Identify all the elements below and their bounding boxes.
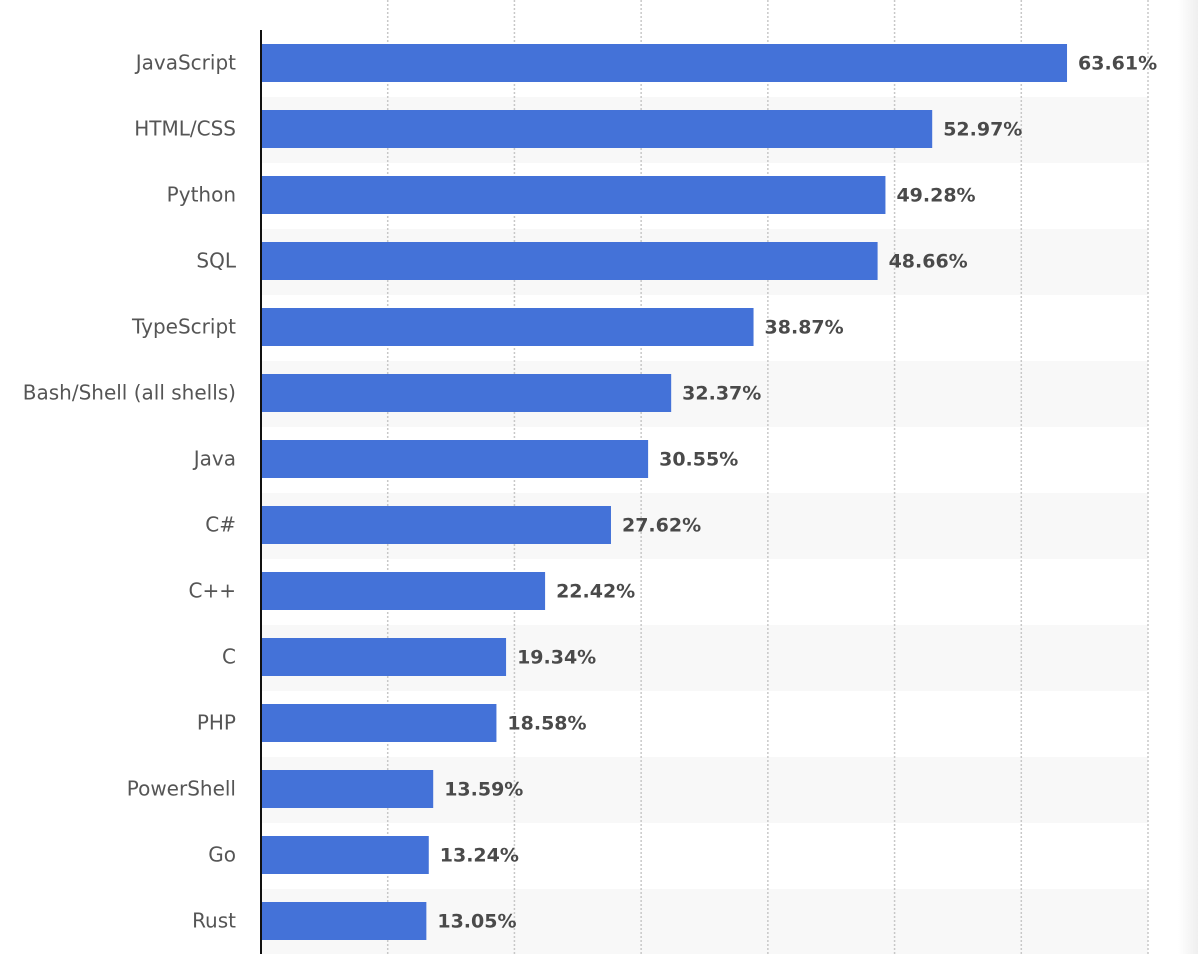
data-label: 32.37% bbox=[682, 383, 761, 405]
bar bbox=[261, 374, 672, 412]
category-label: C++ bbox=[189, 579, 236, 603]
bar bbox=[261, 902, 427, 940]
data-label: 19.34% bbox=[517, 647, 596, 669]
bar bbox=[261, 506, 611, 544]
category-label: Go bbox=[208, 843, 236, 867]
data-label: 52.97% bbox=[943, 119, 1022, 141]
category-label: TypeScript bbox=[131, 315, 236, 339]
category-label: PowerShell bbox=[127, 777, 236, 801]
data-label: 18.58% bbox=[507, 713, 586, 735]
data-label: 63.61% bbox=[1078, 53, 1157, 75]
data-label: 48.66% bbox=[889, 251, 968, 273]
data-label: 38.87% bbox=[765, 317, 844, 339]
data-label: 30.55% bbox=[659, 449, 738, 471]
category-label: JavaScript bbox=[134, 51, 236, 75]
category-label: PHP bbox=[197, 711, 236, 735]
data-label: 49.28% bbox=[896, 185, 975, 207]
data-label: 13.59% bbox=[444, 779, 523, 801]
category-label: C bbox=[222, 645, 236, 669]
bar bbox=[261, 176, 886, 214]
category-label: Java bbox=[192, 447, 236, 471]
bar bbox=[261, 638, 507, 676]
right-edge-shade bbox=[1178, 0, 1198, 954]
bar bbox=[261, 836, 429, 874]
bar bbox=[261, 308, 754, 346]
category-label: Python bbox=[167, 183, 236, 207]
bar bbox=[261, 704, 497, 742]
bar bbox=[261, 110, 933, 148]
bar bbox=[261, 440, 649, 478]
data-label: 22.42% bbox=[556, 581, 635, 603]
category-label: Rust bbox=[192, 909, 236, 933]
bar bbox=[261, 242, 878, 280]
data-label: 13.24% bbox=[440, 845, 519, 867]
bar bbox=[261, 44, 1068, 82]
category-label: Bash/Shell (all shells) bbox=[23, 381, 236, 405]
category-label: HTML/CSS bbox=[134, 117, 236, 141]
category-label: C# bbox=[205, 513, 236, 537]
bar bbox=[261, 770, 434, 808]
bar bbox=[261, 572, 546, 610]
category-label: SQL bbox=[196, 249, 236, 273]
data-label: 13.05% bbox=[437, 911, 516, 933]
data-label: 27.62% bbox=[622, 515, 701, 537]
